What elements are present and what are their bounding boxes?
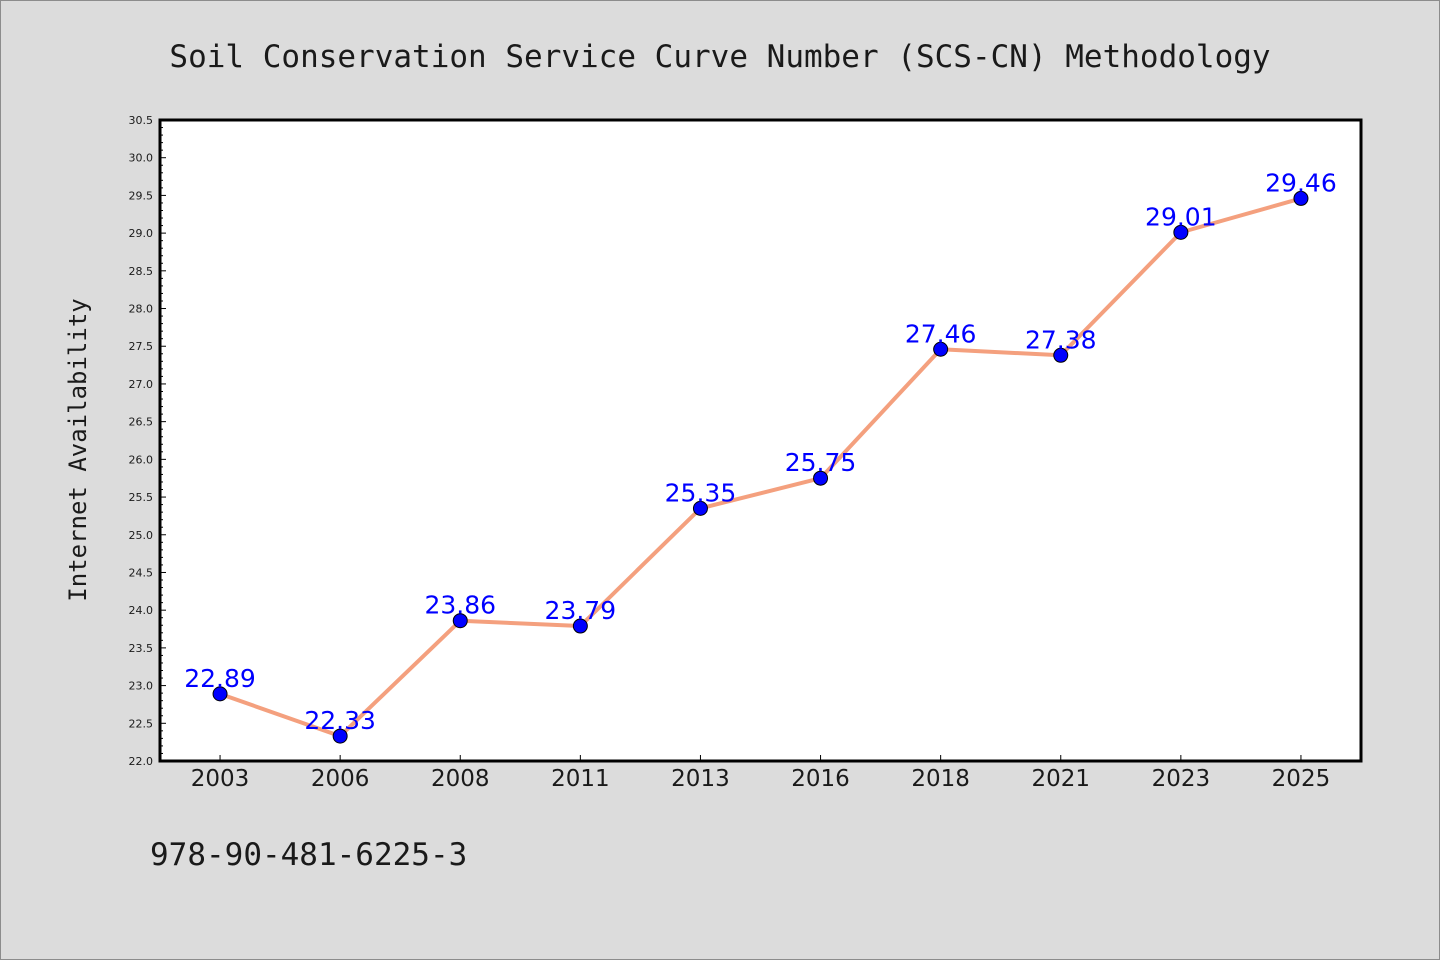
x-tick-label: 2008 xyxy=(431,766,490,792)
y-axis-label: Internet Availability xyxy=(64,298,92,601)
y-tick-label: 25.5 xyxy=(129,491,154,504)
x-tick-label: 2025 xyxy=(1272,766,1331,792)
data-point xyxy=(332,728,348,744)
data-point xyxy=(1053,347,1069,363)
y-tick-label: 22.5 xyxy=(129,717,154,730)
y-tick-label: 24.0 xyxy=(129,604,154,617)
x-tick-label: 2006 xyxy=(311,766,370,792)
x-tick-label: 2021 xyxy=(1031,766,1090,792)
y-tick-label: 29.5 xyxy=(129,189,154,202)
footer-code: 978-90-481-6225-3 xyxy=(150,837,467,873)
data-point xyxy=(1293,190,1309,206)
series-layer: 22.89 22.33 23.86 23.79 25.35 25.75 27.46 27.38… xyxy=(184,168,1337,744)
data-point xyxy=(813,470,829,486)
y-tick-label: 27.0 xyxy=(129,378,154,391)
data-label: 29.46 xyxy=(1265,168,1337,197)
y-tick-label: 23.5 xyxy=(129,642,154,655)
y-tick-label: 28.0 xyxy=(129,303,154,316)
data-point xyxy=(452,613,468,629)
data-label: 23.79 xyxy=(545,596,617,625)
data-point xyxy=(692,500,708,516)
x-tick-label: 2016 xyxy=(791,766,850,792)
data-label: 27.38 xyxy=(1025,325,1097,354)
y-tick-label: 25.0 xyxy=(129,529,154,542)
y-tick-label: 22.0 xyxy=(129,755,154,768)
plot-frame xyxy=(158,118,1363,763)
x-tick-label: 2023 xyxy=(1152,766,1211,792)
data-label: 25.75 xyxy=(785,448,857,477)
y-tick-label: 29.0 xyxy=(129,227,154,240)
data-point xyxy=(1173,224,1189,240)
data-label: 27.46 xyxy=(905,319,977,348)
data-point xyxy=(212,686,228,702)
series-line xyxy=(218,196,1303,739)
data-point xyxy=(933,341,949,357)
y-tick-label: 23.0 xyxy=(129,680,154,693)
x-tick-label: 2011 xyxy=(551,766,610,792)
y-tick-label: 28.5 xyxy=(129,265,154,278)
x-axis-ticks: 2003 2006 2008 2011 2013 2016 2018 2021 2023 2025 xyxy=(191,755,1330,792)
x-tick-label: 2003 xyxy=(191,766,250,792)
x-tick-label: 2013 xyxy=(671,766,730,792)
y-tick-label: 30.5 xyxy=(129,114,154,127)
y-tick-label: 26.5 xyxy=(129,416,154,429)
chart-title: Soil Conservation Service Curve Number (… xyxy=(169,39,1270,75)
plot-area xyxy=(160,120,1361,761)
y-tick-label: 24.5 xyxy=(129,566,154,579)
y-tick-label: 27.5 xyxy=(129,340,154,353)
data-label: 23.86 xyxy=(424,591,496,620)
x-tick-label: 2018 xyxy=(911,766,970,792)
y-tick-label: 30.0 xyxy=(129,152,154,165)
data-label: 25.35 xyxy=(665,478,737,507)
data-label: 22.33 xyxy=(304,706,376,735)
data-label: 29.01 xyxy=(1145,202,1217,231)
y-axis-ticks: 22.0 22.5 23.0 23.5 24.0 24.5 25.0 25.5 26.0 26.5… xyxy=(129,114,166,768)
data-label: 22.89 xyxy=(184,664,256,693)
y-tick-label: 26.0 xyxy=(129,453,154,466)
data-point xyxy=(572,618,588,634)
